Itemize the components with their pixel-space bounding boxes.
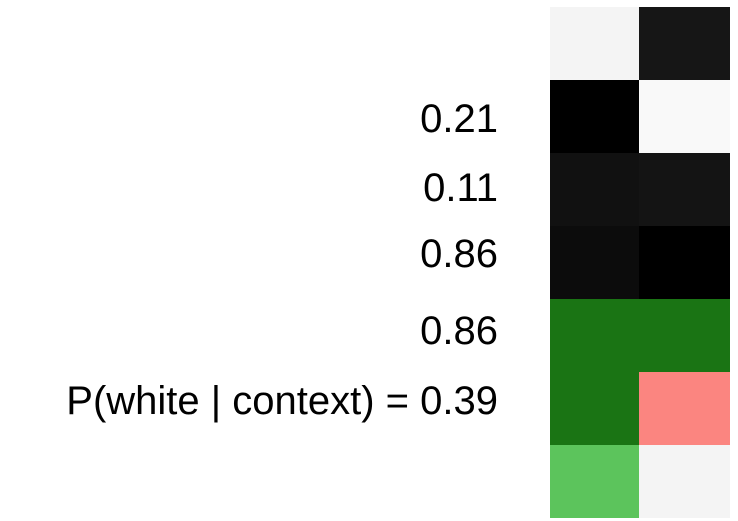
grid-cell-r5-c2 — [639, 299, 730, 372]
probability-label-2: 0.11 — [423, 166, 498, 210]
grid-cell-r7-c1 — [550, 445, 639, 518]
grid-cell-r1-c1 — [550, 7, 639, 80]
grid-cell-r4-c2 — [639, 226, 730, 299]
probability-label-1: 0.21 — [420, 97, 498, 141]
grid-cell-r1-c2 — [639, 7, 730, 80]
grid-cell-r6-c2 — [639, 372, 730, 445]
grid-cell-r4-c1 — [550, 226, 639, 299]
probability-label-3: 0.86 — [420, 232, 498, 276]
grid-cell-r5-c1 — [550, 299, 639, 372]
grid-cell-r7-c2 — [639, 445, 730, 518]
grid-cell-r6-c1 — [550, 372, 639, 445]
grid-cell-r3-c2 — [639, 153, 730, 226]
probability-label-4: 0.86 — [420, 309, 498, 353]
grid-cell-r3-c1 — [550, 153, 639, 226]
grid-cell-r2-c2 — [639, 80, 730, 153]
grid-cell-r2-c1 — [550, 80, 639, 153]
probability-context-label: P(white | context) = 0.39 — [66, 379, 498, 423]
pixel-grid — [550, 7, 730, 518]
